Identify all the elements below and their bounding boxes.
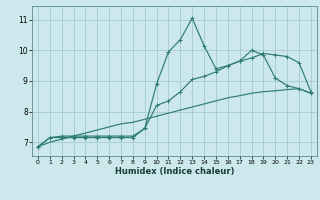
X-axis label: Humidex (Indice chaleur): Humidex (Indice chaleur) — [115, 167, 234, 176]
